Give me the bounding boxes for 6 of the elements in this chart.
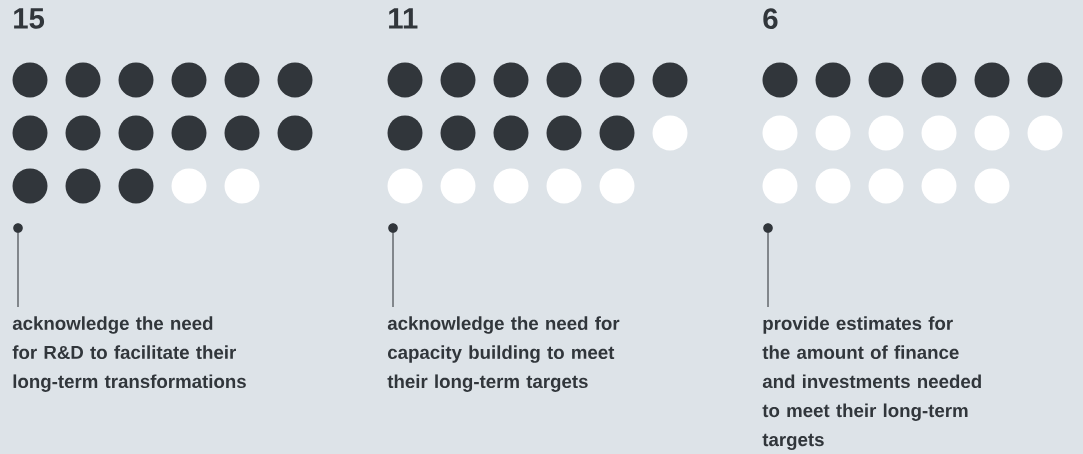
category-label: acknowledge the need for capacity building to meet their long-term targets xyxy=(387,316,620,392)
data-label: 15 xyxy=(14,8,45,29)
category-label: provide estimates for the amount of finance and investments needed to meet their long-term targets xyxy=(762,316,981,451)
category-label: acknowledge the need for R&D to facilitate their long-term transformations xyxy=(12,316,246,392)
data-label: 6 xyxy=(763,8,778,30)
data-label: 11 xyxy=(389,8,418,29)
